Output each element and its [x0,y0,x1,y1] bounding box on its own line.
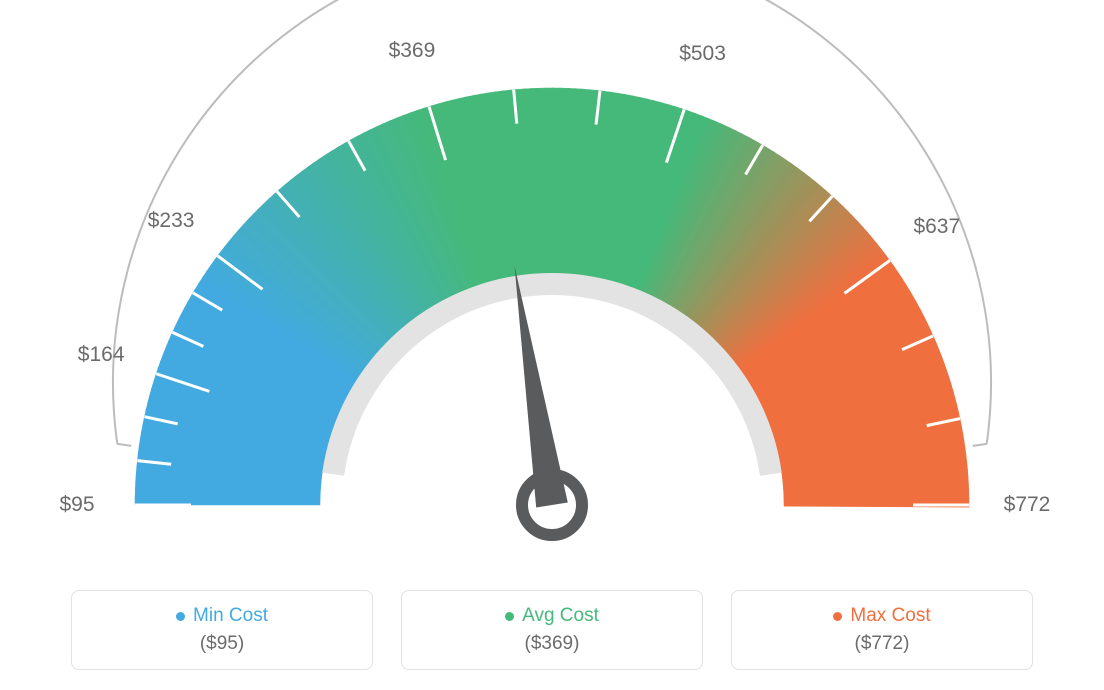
scale-label: $772 [1004,493,1051,517]
scale-label: $164 [78,343,125,367]
scale-label: $503 [679,42,726,66]
gauge-chart-container: $95 $164 $233 $369 $503 $637 $772 Min Cost ($9… [0,0,1104,690]
scale-label: $233 [148,209,195,233]
legend-value-avg: ($369) [525,633,580,655]
legend-value-max: ($772) [855,633,910,655]
legend-card-min: Min Cost ($95) [71,590,373,670]
dot-icon [176,612,185,621]
legend-title-max: Max Cost [833,605,930,627]
scale-label: $95 [59,493,94,517]
legend-title-min: Min Cost [176,605,268,627]
dot-icon [505,612,514,621]
legend-title-text: Min Cost [193,605,268,627]
legend-row: Min Cost ($95) Avg Cost ($369) Max Cost … [0,590,1104,670]
dot-icon [833,612,842,621]
legend-title-text: Max Cost [850,605,930,627]
legend-card-avg: Avg Cost ($369) [401,590,703,670]
scale-label: $637 [913,215,960,239]
legend-title-text: Avg Cost [522,605,599,627]
legend-value-min: ($95) [200,633,244,655]
legend-card-max: Max Cost ($772) [731,590,1033,670]
scale-label: $369 [389,39,436,63]
legend-title-avg: Avg Cost [505,605,599,627]
gauge-area: $95 $164 $233 $369 $503 $637 $772 [0,0,1104,560]
gauge-svg [0,0,1104,560]
